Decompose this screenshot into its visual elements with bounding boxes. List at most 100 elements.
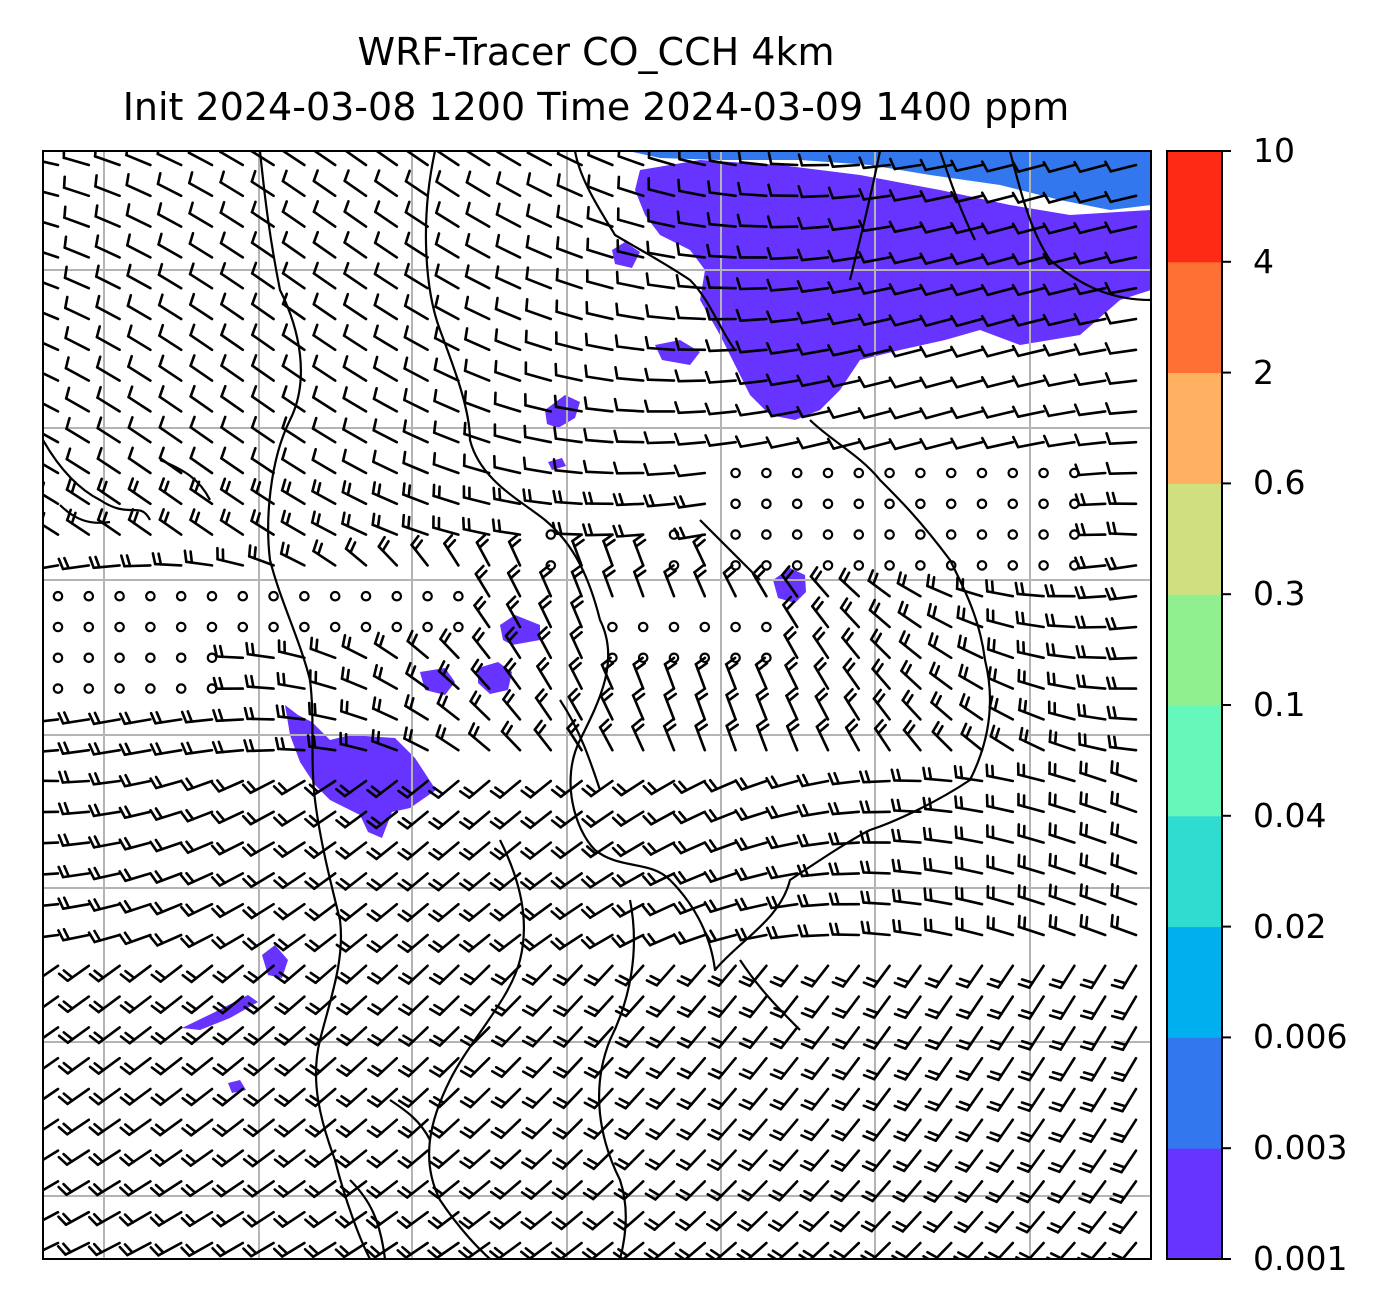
wind-barb-flag xyxy=(672,783,683,795)
wind-barb-shaft xyxy=(92,748,121,756)
wind-barb-flag xyxy=(926,602,932,617)
wind-barb-shaft xyxy=(281,179,306,198)
wind-barb-flag xyxy=(340,1002,353,1012)
wind-barb xyxy=(435,724,460,752)
wind-barb-flag xyxy=(616,904,627,916)
wind-barb xyxy=(125,151,152,167)
wind-barb xyxy=(1105,431,1138,446)
wind-barb-shaft xyxy=(813,664,830,690)
wind-barb-shaft xyxy=(1121,995,1138,1021)
wind-barb xyxy=(65,447,91,475)
wind-barb xyxy=(158,385,183,413)
wind-barb xyxy=(398,1026,429,1047)
wind-barb-flag xyxy=(407,515,411,530)
wind-barb-shaft xyxy=(585,280,614,290)
wind-barb-shaft xyxy=(986,895,1015,906)
wind-barb-shaft xyxy=(559,841,583,860)
wind-barb-flag xyxy=(804,1038,818,1045)
wind-barb-flag xyxy=(611,846,623,858)
wind-barb xyxy=(312,230,337,259)
wind-barb-shaft xyxy=(124,933,152,946)
wind-barb-flag xyxy=(65,508,72,522)
wind-barb-flag xyxy=(895,1220,909,1229)
wind-barb xyxy=(663,564,677,598)
wind-barb xyxy=(673,464,707,478)
wind-barb-flag xyxy=(88,1034,101,1045)
wind-barb-flag xyxy=(123,868,133,881)
wind-barb xyxy=(211,1241,245,1258)
wind-barb-shaft xyxy=(282,1118,306,1138)
wind-barb-flag xyxy=(989,977,1003,985)
wind-barb-flag xyxy=(772,1129,786,1137)
wind-barb xyxy=(987,666,1015,690)
coastline xyxy=(739,959,801,1031)
wind-barb-flag xyxy=(892,1165,906,1173)
wind-barb-flag xyxy=(679,1158,693,1167)
wind-barb xyxy=(374,151,399,167)
wind-barb xyxy=(734,435,768,448)
wind-barb-flag xyxy=(277,876,289,887)
wind-barb xyxy=(989,724,1015,752)
wind-barb-flag xyxy=(618,1097,631,1106)
wind-barb-flag xyxy=(704,339,711,353)
wind-barb-flag xyxy=(251,323,258,337)
wind-barb xyxy=(957,634,984,660)
wind-barb-flag xyxy=(118,901,127,914)
wind-barb-shaft xyxy=(312,872,337,891)
wind-barb-flag xyxy=(490,1130,503,1140)
wind-barb-shaft xyxy=(694,724,707,752)
wind-barb xyxy=(1074,555,1107,570)
wind-barb xyxy=(631,718,645,752)
wind-barb-flag xyxy=(340,971,353,981)
wind-barb-shaft xyxy=(841,636,861,660)
wind-barb xyxy=(242,1149,275,1168)
wind-barb xyxy=(888,345,922,358)
wind-barb-flag xyxy=(587,1157,600,1167)
wind-barb-shaft xyxy=(374,151,399,167)
wind-barb xyxy=(272,1241,306,1258)
wind-barb-shaft xyxy=(616,313,645,321)
wind-barb-shaft xyxy=(1078,286,1107,296)
wind-barb-flag xyxy=(550,819,563,829)
wind-barb xyxy=(1048,995,1076,1021)
wind-barb-flag xyxy=(1023,916,1027,931)
wind-barb-shaft xyxy=(873,727,891,752)
wind-barb-flag xyxy=(278,938,290,949)
wind-barb-flag xyxy=(523,424,527,439)
wind-barb-flag xyxy=(1079,1076,1093,1082)
wind-barb xyxy=(1048,729,1076,752)
wind-barb-flag xyxy=(101,480,108,494)
wind-barb-flag xyxy=(707,1010,721,1019)
wind-barb-flag xyxy=(93,898,102,911)
wind-barb xyxy=(251,354,275,382)
wind-barb-flag xyxy=(644,1222,656,1231)
wind-barb-flag xyxy=(771,925,779,939)
wind-barb-shaft xyxy=(809,1241,830,1259)
wind-barb-shaft xyxy=(471,635,491,660)
wind-barb-flag xyxy=(709,929,718,942)
wind-barb-shaft xyxy=(893,286,922,296)
wind-barb-shaft xyxy=(437,1118,460,1139)
wind-barb-flag xyxy=(87,867,96,881)
wind-barb xyxy=(707,1118,737,1141)
wind-barb-flag xyxy=(1110,821,1114,836)
wind-barb xyxy=(586,237,614,259)
wind-barb xyxy=(57,556,91,571)
wind-barb-flag xyxy=(1020,1009,1034,1016)
wind-barb xyxy=(705,307,737,321)
wind-barb-flag xyxy=(770,805,779,818)
calm-wind-circle xyxy=(52,621,64,633)
wind-barb-flag xyxy=(736,1223,750,1232)
wind-barb-flag xyxy=(1081,1192,1095,1199)
wind-barb-flag xyxy=(57,712,65,725)
wind-barb-flag xyxy=(765,404,773,418)
wind-barb xyxy=(980,345,1015,358)
wind-barb xyxy=(495,171,522,198)
wind-barb-flag xyxy=(57,1065,69,1075)
wind-barb-flag xyxy=(397,1189,409,1199)
wind-barb-flag xyxy=(634,538,647,548)
wind-barb xyxy=(925,573,953,598)
wind-barb-flag xyxy=(678,810,688,822)
wind-barb xyxy=(888,189,922,202)
wind-barb-shaft xyxy=(343,241,368,259)
